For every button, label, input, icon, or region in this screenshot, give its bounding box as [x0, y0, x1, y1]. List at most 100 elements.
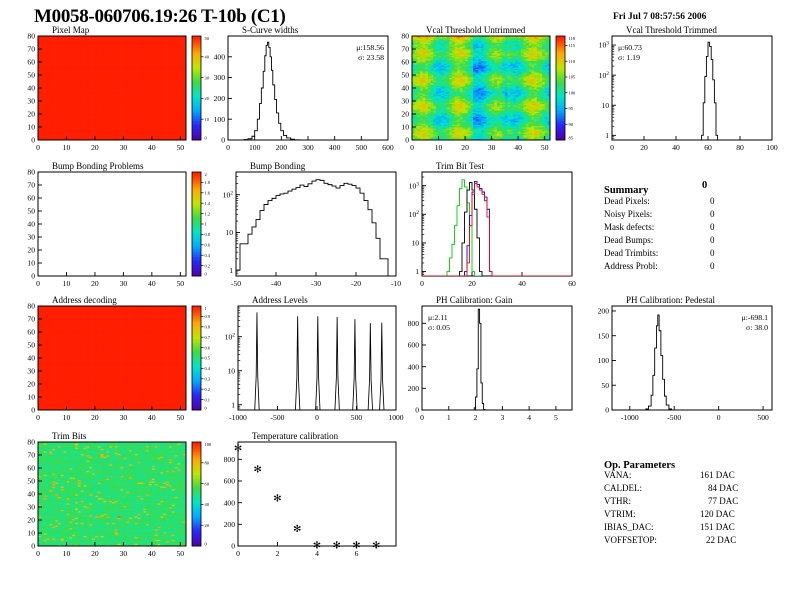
plot-title: Bump Bonding Problems: [52, 161, 144, 171]
summary-value-dead-trimbits: 0: [710, 248, 715, 258]
svg-text:100: 100: [214, 115, 226, 124]
op-label-vthr: VTHR:: [604, 496, 631, 506]
svg-text:10: 10: [27, 123, 35, 132]
plot-vcal-threshold-trimmed[interactable]: Vcal Threshold Trimmed 0 20 40 60 80 100 1 10 102…: [599, 25, 792, 170]
plot-trim-bit-test[interactable]: Trim Bit Test 0 20 40 60 1 10 102 103: [409, 161, 632, 306]
svg-text:200: 200: [214, 94, 226, 103]
summary-label-dead-bumps: Dead Bumps:: [604, 235, 654, 245]
svg-text:20: 20: [205, 96, 210, 101]
svg-text:50: 50: [205, 36, 210, 41]
plot-trim-bits[interactable]: Trim Bits 0 10 20 30 40 50 0 10 20 30 40 50 60 70 80 20 4…: [27, 431, 246, 576]
plot-title: Address decoding: [52, 295, 117, 305]
op-parameter-row: VANA: 161 DAC: [604, 470, 790, 483]
summary-value-address-probl: 0: [710, 261, 715, 271]
svg-text:300: 300: [302, 143, 314, 152]
op-parameters-block: Op. Parameters VANA: 161 DAC CALDEL: 84 …: [604, 455, 790, 548]
svg-text:300: 300: [214, 73, 226, 82]
svg-text:μ:158.56: μ:158.56: [356, 43, 384, 52]
svg-text:200: 200: [276, 143, 288, 152]
plot-title: Trim Bit Test: [436, 161, 484, 171]
svg-text:40: 40: [27, 84, 35, 93]
svg-text:20: 20: [27, 110, 35, 119]
date-stamp: Fri Jul 7 08:57:56 2006: [613, 12, 707, 22]
op-parameter-row: VTHR: 77 DAC: [604, 496, 790, 509]
plot-canvas: 0 10 20 30 40 50010203040506070800.10.20.30.4…: [27, 302, 210, 422]
plot-bump-bonding[interactable]: Bump Bonding -50 -40 -30 -20 -10 1 10 102: [223, 161, 456, 306]
plot-canvas: 0 10 20 30 40 50 0 10 20 30 40 50 60 70 80 10 20 30 40 0 50: [27, 32, 210, 152]
op-parameter-row: VOFFSETOP: 22 DAC: [604, 535, 790, 548]
summary-heading: Summary: [604, 185, 649, 196]
svg-text:60: 60: [27, 58, 35, 67]
summary-value-mask-defects: 0: [710, 222, 715, 232]
plot-ph-calibration-gain[interactable]: PH Calibration: Gain 0 1 2 3 4 5 0 200 400 600 800 μ…: [408, 295, 632, 440]
op-label-vtrim: VTRIM:: [604, 509, 636, 519]
plot-title: PH Calibration: Pedestal: [626, 295, 715, 305]
plot-title: Bump Bonding: [250, 161, 306, 171]
svg-text:30: 30: [27, 97, 35, 106]
svg-text:400: 400: [214, 52, 226, 61]
summary-label-address-probl: Address Probl:: [604, 261, 658, 271]
summary-block: Summary 0 Dead Pixels: 0 Noisy Pixels: 0…: [604, 180, 790, 274]
svg-text:30: 30: [205, 75, 210, 80]
plot-title: Temperature calibration: [252, 431, 339, 441]
op-label-ibias-dac: IBIAS_DAC:: [604, 522, 654, 532]
plot-canvas: 0 10 20 30 40 5001020304050607080909510010511…: [401, 32, 575, 152]
svg-text:10: 10: [63, 143, 71, 152]
op-value-caldel: 84 DAC: [708, 483, 739, 493]
plot-title: Vcal Threshold Trimmed: [626, 25, 717, 35]
plot-address-decoding[interactable]: Address decoding 0 10 20 30 40 50 0 10 20 30 40 50 60…: [27, 295, 246, 440]
op-value-vtrim: 120 DAC: [700, 509, 735, 519]
svg-text:50: 50: [177, 143, 185, 152]
op-value-ibias-dac: 151 DAC: [700, 522, 735, 532]
svg-text:40: 40: [148, 143, 156, 152]
plot-title: Pixel Map: [52, 25, 90, 35]
plot-title: PH Calibration: Gain: [436, 295, 513, 305]
plot-bump-bonding-problems[interactable]: Bump Bonding Problems 0 10 20 30 40 50 0 10 20 30 4…: [27, 161, 246, 306]
op-value-vthr: 77 DAC: [708, 496, 739, 506]
svg-text:100: 100: [249, 143, 261, 152]
plot-title: S-Curve widths: [242, 25, 299, 35]
svg-text:0: 0: [205, 136, 208, 141]
plot-pixel-map[interactable]: Pixel Map 0 10 20 30 40 50 0 10 20 30 40 50 60 70 80 10 2…: [27, 25, 246, 170]
summary-label-dead-pixels: Dead Pixels:: [604, 196, 650, 206]
summary-label-noisy-pixels: Noisy Pixels:: [604, 209, 653, 219]
svg-text:40: 40: [205, 55, 210, 60]
summary-label-dead-trimbits: Dead Trimbits:: [604, 248, 659, 258]
svg-text:500: 500: [356, 143, 368, 152]
op-parameter-row: IBIAS_DAC: 151 DAC: [604, 522, 790, 535]
summary-row: Dead Trimbits: 0: [604, 248, 790, 261]
plot-ph-calibration-pedestal[interactable]: PH Calibration: Pedestal -1000 -500 0 500 0 50…: [598, 295, 792, 440]
op-label-caldel: CALDEL:: [604, 483, 642, 493]
plot-temperature-calibration[interactable]: Temperature calibration 0 2 4 6 0 200 400 600 800…: [224, 431, 456, 576]
op-parameter-row: CALDEL: 84 DAC: [604, 483, 790, 496]
plot-canvas: 0 10 20 30 40 50010203040506070800.20.40.60.8…: [27, 168, 210, 288]
summary-value-dead-bumps: 0: [710, 235, 715, 245]
plot-address-levels[interactable]: Address Levels -1000 -500 0 500 1000 1 10 102: [225, 295, 456, 440]
svg-text:50: 50: [27, 71, 35, 80]
svg-text:400: 400: [329, 143, 341, 152]
plot-s-curve-widths[interactable]: S-Curve widths 0 100 200 300 400 500 600 0 100 200…: [214, 25, 448, 170]
svg-text:20: 20: [91, 143, 99, 152]
op-label-voffsetop: VOFFSETOP:: [604, 535, 657, 545]
op-value-vana: 161 DAC: [700, 470, 735, 480]
svg-text:80: 80: [27, 32, 35, 41]
svg-text:0: 0: [31, 136, 35, 145]
summary-value-dead-pixels: 0: [710, 196, 715, 206]
svg-text:10: 10: [205, 117, 210, 122]
summary-label-mask-defects: Mask defects:: [604, 222, 655, 232]
plot-canvas: 0 100 200 300 400 500 600 0 100 200 300 400 μ:158.56…: [214, 35, 394, 152]
summary-row: Dead Pixels: 0: [604, 196, 790, 209]
plot-title: Vcal Threshold Untrimmed: [426, 25, 526, 35]
svg-text:70: 70: [27, 45, 35, 54]
svg-text:0: 0: [226, 143, 230, 152]
op-parameters-heading: Op. Parameters: [604, 460, 676, 471]
plot-vcal-threshold-untrimmed[interactable]: Vcal Threshold Untrimmed 0 10 20 30 40 50 0 10 20…: [401, 25, 610, 170]
